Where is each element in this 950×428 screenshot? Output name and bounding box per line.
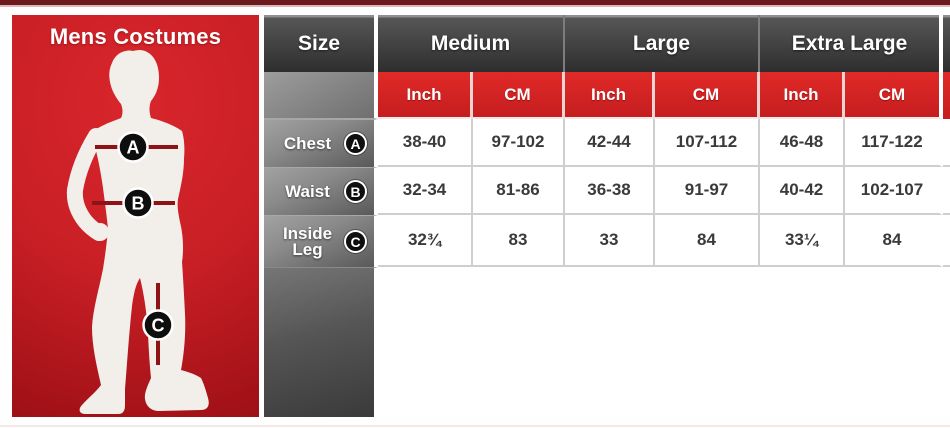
marker-a-badge: A — [117, 131, 149, 163]
row-label-text: Chest — [283, 133, 332, 153]
row-label-waist: Waist B — [264, 167, 378, 215]
marker-b-letter: B — [132, 194, 145, 214]
chest-medium-cm: 97-102 — [473, 119, 565, 167]
label-column-filler — [264, 267, 378, 417]
unit-header-xlarge-cm: CM — [845, 72, 943, 119]
inside-leg-xlarge-inch: 33¼ — [760, 215, 845, 267]
group-header-large: Large — [565, 15, 760, 72]
blank-header-cell — [264, 72, 378, 119]
waist-xlarge-inch: 40-42 — [760, 167, 845, 215]
marker-b-badge: B — [122, 187, 154, 219]
group-header-clipped — [943, 15, 950, 72]
unit-header-large-cm: CM — [655, 72, 760, 119]
inside-leg-medium-cm: 83 — [473, 215, 565, 267]
marker-c-table-badge: C — [344, 230, 367, 253]
bottom-accent-strip — [0, 425, 950, 427]
waist-clipped-cell — [943, 167, 950, 215]
unit-header-clipped — [943, 72, 950, 119]
row-label-text: Waist — [285, 181, 330, 201]
group-header-medium: Medium — [378, 15, 565, 72]
waist-large-cm: 91-97 — [655, 167, 760, 215]
group-header-extra-large: Extra Large — [760, 15, 943, 72]
mens-figure-body — [79, 50, 209, 414]
unit-header-medium-cm: CM — [473, 72, 565, 119]
size-column-header: Size — [264, 15, 378, 72]
chest-xlarge-inch: 46-48 — [760, 119, 845, 167]
chest-large-cm: 107-112 — [655, 119, 760, 167]
marker-a-letter: A — [127, 138, 140, 158]
inside-leg-xlarge-cm: 84 — [845, 215, 943, 267]
inside-leg-large-inch: 33 — [565, 215, 655, 267]
row-label-chest: Chest A — [264, 119, 378, 167]
inside-leg-medium-inch: 32¾ — [378, 215, 473, 267]
chest-medium-inch: 38-40 — [378, 119, 473, 167]
marker-a-table-badge: A — [344, 132, 367, 155]
mens-figure-arm — [66, 128, 107, 241]
top-accent-bar — [0, 0, 950, 5]
marker-c-letter: C — [152, 316, 165, 336]
chest-xlarge-cm: 117-122 — [845, 119, 943, 167]
empty-table-area — [378, 267, 950, 417]
waist-large-inch: 36-38 — [565, 167, 655, 215]
inside-leg-large-cm: 84 — [655, 215, 760, 267]
mens-silhouette-graphic: A B C — [66, 50, 209, 414]
chest-large-inch: 42-44 — [565, 119, 655, 167]
mens-costumes-panel: A B C Mens Costumes — [12, 15, 259, 417]
waist-medium-cm: 81-86 — [473, 167, 565, 215]
chest-clipped-cell — [943, 119, 950, 167]
waist-medium-inch: 32-34 — [378, 167, 473, 215]
inside-leg-clipped-cell — [943, 215, 950, 267]
top-accent-bar-highlight — [0, 5, 950, 7]
panel-title: Mens Costumes — [49, 24, 222, 49]
row-label-inside-leg: Inside Leg C — [264, 215, 378, 267]
size-table: Size Medium Large Extra Large Inch CM In… — [264, 15, 950, 417]
marker-c-badge: C — [142, 309, 174, 341]
unit-header-large-inch: Inch — [565, 72, 655, 119]
row-label-text: Inside Leg — [282, 223, 333, 259]
unit-header-xlarge-inch: Inch — [760, 72, 845, 119]
mens-figure-hand — [91, 223, 109, 241]
waist-xlarge-cm: 102-107 — [845, 167, 943, 215]
marker-b-table-badge: B — [344, 180, 367, 203]
unit-header-medium-inch: Inch — [378, 72, 473, 119]
